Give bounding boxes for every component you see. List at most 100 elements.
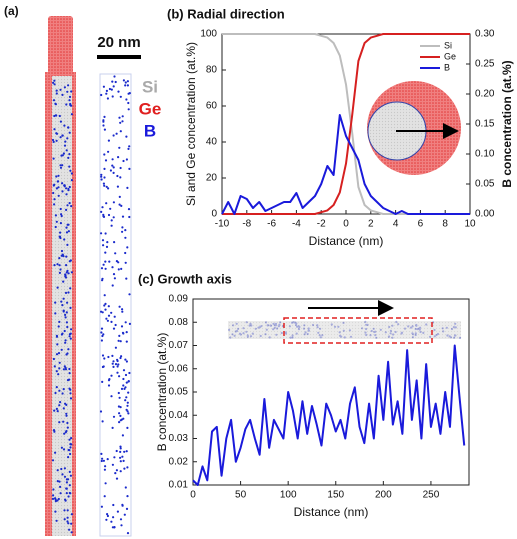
atom-dot: [66, 516, 69, 519]
atom-dot: [125, 340, 128, 343]
atom-dot: [53, 114, 56, 118]
atom-dot: [70, 172, 73, 175]
atom-dot: [128, 145, 131, 148]
atom-dot: [111, 526, 114, 529]
atom-dot: [57, 373, 60, 376]
atom-dot: [51, 138, 55, 142]
atom-dot: [67, 156, 70, 159]
atom-dot: [62, 368, 65, 371]
y-tick-label: 0.04: [169, 410, 189, 421]
atom-dot: [122, 417, 125, 420]
atom-dot: [112, 415, 116, 418]
atom-dot: [58, 257, 61, 260]
atom-dot: [106, 514, 109, 518]
atom-dot: [70, 90, 73, 93]
atom-dot: [66, 426, 69, 429]
atom-dot: [107, 213, 111, 217]
atom-dot: [104, 465, 107, 468]
atom-dot: [110, 320, 113, 323]
atom-dot: [102, 124, 105, 127]
atom-dot: [115, 469, 118, 472]
atom-dot: [128, 322, 131, 325]
element-label: Si: [142, 77, 158, 96]
atom-dot: [112, 201, 115, 204]
atom-dot: [128, 371, 131, 375]
atom-dot: [110, 395, 113, 398]
atom-dot: [68, 335, 71, 338]
atom-dot: [68, 378, 71, 381]
atom-dot: [119, 121, 122, 124]
atom-dot: [61, 182, 64, 185]
atom-dot: [69, 287, 72, 290]
atom-dot: [113, 241, 116, 244]
data-line: [221, 114, 470, 215]
y-tick-label: 60: [206, 101, 218, 112]
atom-dot: [61, 304, 64, 307]
atom-dot: [59, 120, 63, 123]
legend-label: B: [444, 62, 450, 72]
x-tick-label: 100: [280, 490, 297, 501]
atom-dot: [54, 312, 57, 315]
atom-dot: [120, 355, 123, 358]
atom-dot: [112, 134, 115, 137]
y-tick-label: 40: [206, 137, 218, 148]
atom-dot: [100, 331, 103, 334]
atom-dot: [117, 339, 120, 342]
y-axis-label: B concentration (at.%): [155, 333, 169, 452]
atom-dot: [52, 81, 55, 84]
atom-dot: [59, 268, 62, 271]
atom-dot: [106, 513, 109, 516]
plot-frame: [221, 33, 471, 215]
atom-dot: [58, 404, 61, 407]
atom-dot: [111, 426, 114, 429]
atom-dot: [109, 207, 112, 210]
atom-dot: [104, 482, 107, 485]
y-tick-label: 0.02: [169, 456, 189, 467]
atom-dot: [65, 187, 68, 190]
atom-dot: [64, 140, 67, 143]
atom-dot: [101, 239, 105, 242]
atom-dot: [117, 268, 120, 271]
atom-dot: [127, 101, 130, 105]
atom-dot: [68, 387, 71, 390]
atom-dot: [58, 361, 61, 364]
atom-dot: [110, 520, 113, 523]
legend-label: Ge: [444, 51, 456, 61]
atom-dot: [68, 95, 72, 98]
atom-dot: [99, 410, 103, 413]
atom-dot: [67, 223, 70, 226]
atom-dot: [109, 169, 112, 172]
atom-dot: [108, 378, 111, 381]
atom-dot: [103, 357, 106, 360]
atom-dot: [117, 261, 120, 264]
atom-dot: [127, 412, 130, 415]
atom-dot: [101, 206, 104, 209]
atom-dot: [122, 459, 125, 462]
atom-dot: [107, 139, 110, 142]
atom-dot: [118, 195, 121, 198]
atom-dot: [125, 450, 128, 453]
atom-dot: [52, 99, 56, 102]
atom-dot: [126, 466, 129, 469]
atom-dot: [67, 230, 70, 233]
atom-dot: [63, 86, 66, 89]
atom-dot: [124, 229, 127, 232]
x-tick-label: 4: [393, 219, 399, 230]
atom-dot: [104, 159, 108, 162]
atom-dot: [52, 157, 55, 160]
atom-dot: [107, 150, 110, 153]
atom-dot: [114, 252, 117, 255]
atom-dot: [113, 75, 116, 78]
atom-dot: [111, 362, 114, 365]
y-tick-label: 80: [206, 65, 218, 76]
atom-dot: [128, 167, 131, 170]
atom-dot: [127, 391, 130, 394]
atom-dot: [104, 232, 107, 235]
atom-dot: [55, 386, 58, 389]
atom-dot: [67, 272, 70, 275]
atom-dot: [64, 316, 67, 319]
atom-dot: [110, 219, 113, 222]
atom-dot: [70, 271, 73, 274]
atom-dot: [66, 520, 69, 523]
atom-dot: [110, 224, 113, 227]
